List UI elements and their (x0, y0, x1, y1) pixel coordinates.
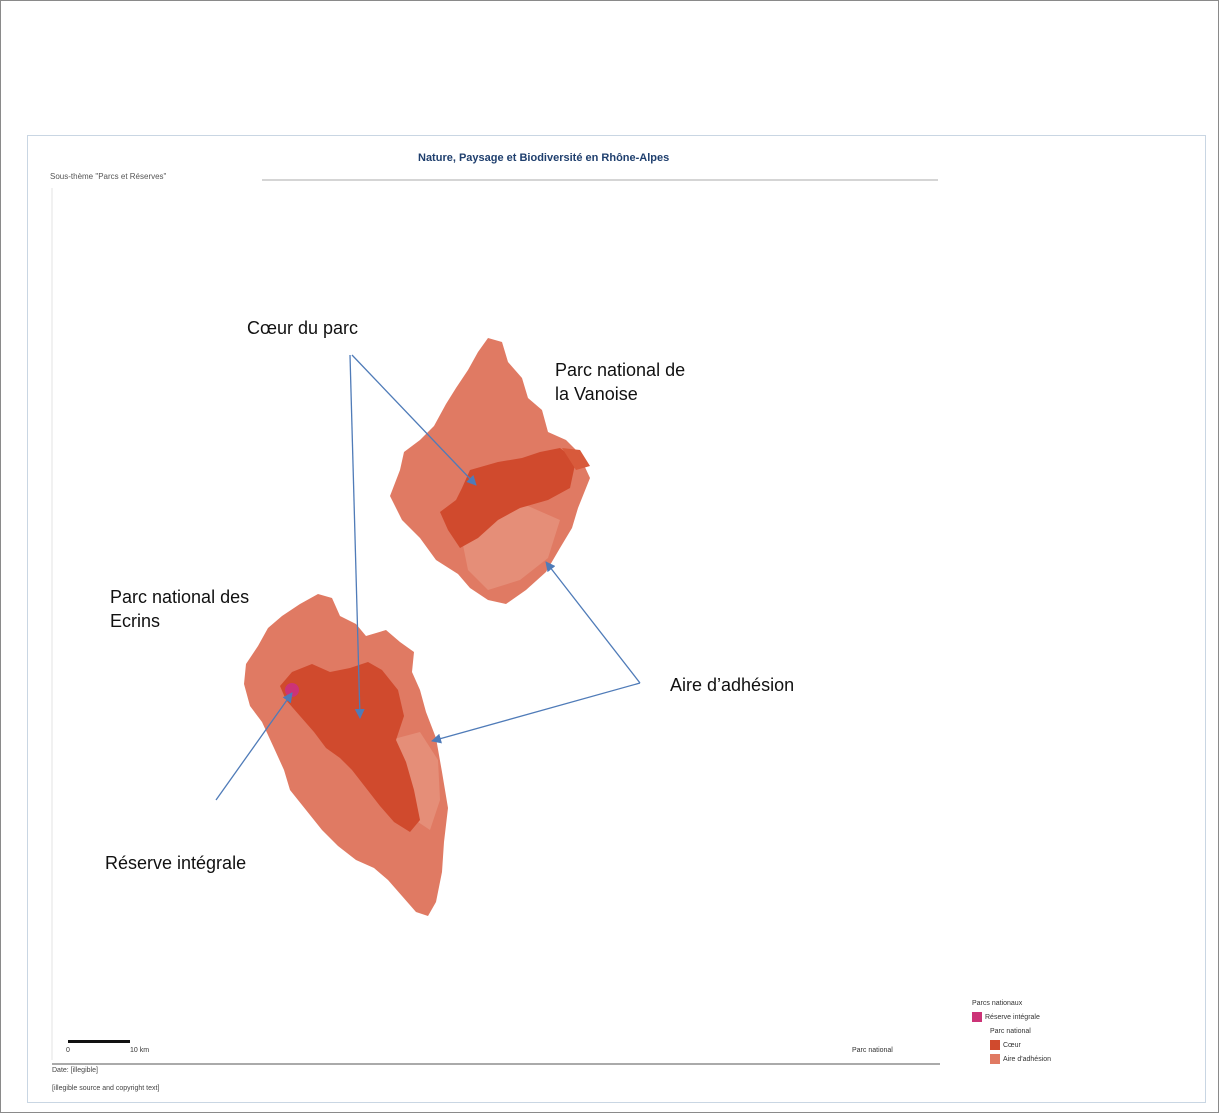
label-vanoise-line2: la Vanoise (555, 384, 638, 405)
scale-label-end: 10 km (130, 1047, 150, 1054)
scale-label-start: 0 (66, 1047, 70, 1054)
arrow-reserve (215, 692, 293, 801)
ecrins-coeur (280, 662, 420, 832)
map-legend: Parcs nationaux Réserve intégrale Parc n… (972, 996, 1112, 1066)
label-coeur-du-parc: Cœur du parc (247, 318, 359, 338)
scale-bar (68, 1040, 130, 1043)
map-frame (27, 135, 1206, 1103)
label-reserve-integrale: Réserve intégrale (105, 853, 247, 873)
legend-item-coeur: Cœur (972, 1038, 1112, 1052)
label-aire-adhesion: Aire d’adhésion (670, 675, 795, 695)
label-ecrins-line1: Parc national des (110, 587, 250, 607)
legend-swatch-aire (990, 1054, 1000, 1064)
label-ecrins-line2: Ecrins (110, 611, 161, 632)
vanoise-park (390, 338, 590, 604)
legend-title: Parcs nationaux (972, 999, 1023, 1007)
arrow-aire-ecrins (431, 682, 641, 744)
legend-swatch-reserve (972, 1012, 982, 1022)
legend-item-aire: Aire d'adhésion (972, 1052, 1112, 1066)
vanoise-coeur (440, 448, 576, 548)
bottom-right-label: Parc national (852, 1047, 893, 1054)
map-subtitle: Sous-thème "Parcs et Réserves" (50, 172, 167, 181)
arrow-coeur-vanoise (351, 354, 477, 486)
map-title: Nature, Paysage et Biodiversité en Rhône… (418, 152, 670, 164)
legend-item-reserve: Réserve intégrale (972, 1010, 1112, 1024)
footer-line-2: [illegible source and copyright text] (52, 1085, 160, 1092)
legend-label-coeur: Cœur (1003, 1041, 1021, 1049)
label-ecrins: Parc national des Ecrins (110, 585, 249, 634)
ecrins-reserve-integrale (285, 683, 299, 697)
legend-swatch-coeur (990, 1040, 1000, 1050)
label-vanoise-line1: Parc national de (555, 360, 686, 380)
legend-group-label: Parc national (990, 1027, 1031, 1035)
arrow-aire-vanoise (545, 561, 641, 684)
legend-label-aire: Aire d'adhésion (1003, 1055, 1052, 1063)
label-vanoise: Parc national de la Vanoise (555, 358, 685, 407)
footer-line-1: Date: [illegible] (52, 1067, 98, 1074)
ecrins-park (244, 594, 448, 916)
annotation-arrows (215, 354, 641, 801)
legend-label-reserve: Réserve intégrale (985, 1013, 1040, 1021)
arrow-coeur-ecrins (349, 354, 365, 719)
